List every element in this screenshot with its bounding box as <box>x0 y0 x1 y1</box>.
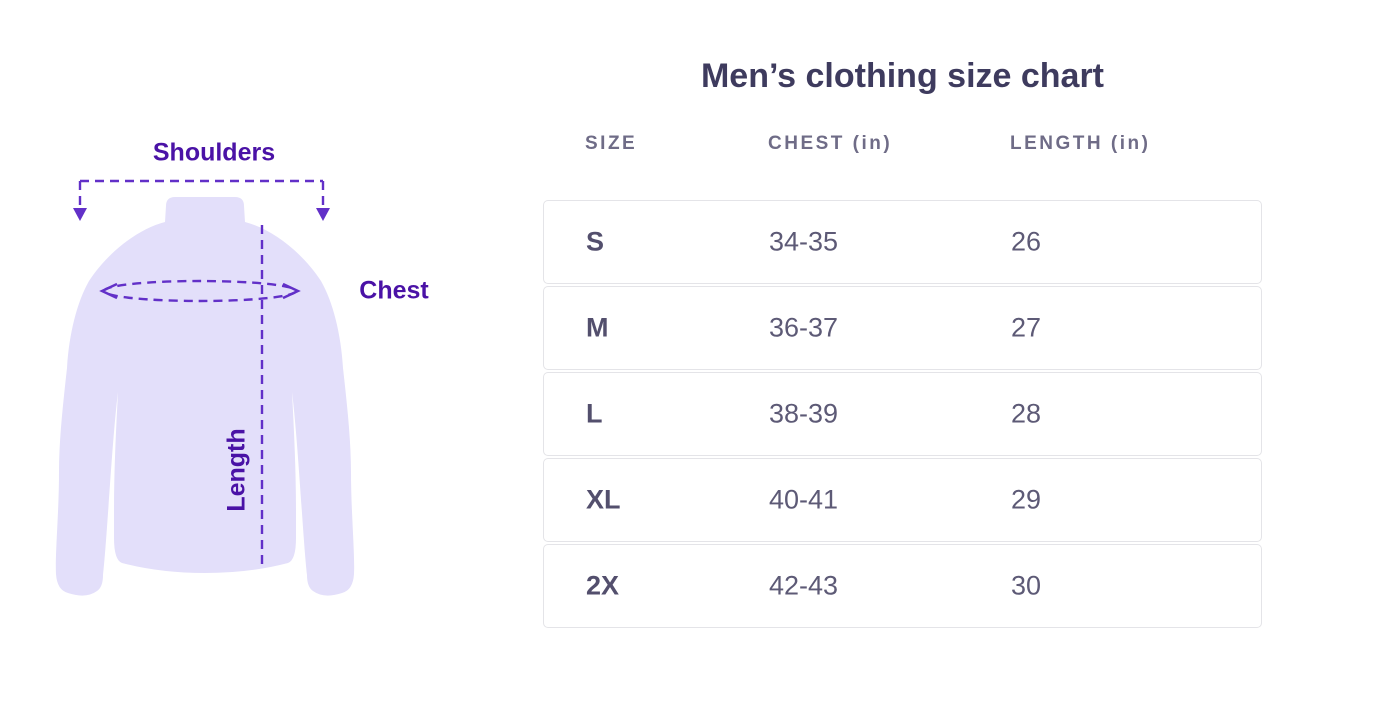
chest-cell: 34-35 <box>769 226 839 257</box>
size-table-body: S 34-35 26 M 36-37 27 L 38-39 28 XL 40-4… <box>543 200 1262 630</box>
arrow-down-icon <box>73 208 87 221</box>
length-cell: 27 <box>1011 312 1042 343</box>
size-cell: 2X <box>586 570 620 601</box>
shirt-shape <box>55 197 355 596</box>
length-label: Length <box>222 428 251 512</box>
length-cell: 28 <box>1011 398 1042 429</box>
length-cell: 30 <box>1011 570 1042 601</box>
table-row: XL 40-41 29 <box>543 458 1262 542</box>
column-header-chest: CHEST (in) <box>768 133 893 154</box>
column-header-length: LENGTH (in) <box>1010 133 1151 154</box>
chest-cell: 36-37 <box>769 312 839 343</box>
size-cell: XL <box>586 484 621 515</box>
shoulders-label: Shoulders <box>152 138 276 167</box>
chest-cell: 38-39 <box>769 398 839 429</box>
table-row: 2X 42-43 30 <box>543 544 1262 628</box>
arrow-left-icon <box>99 282 118 300</box>
table-header: SIZE CHEST (in) LENGTH (in) <box>543 133 1262 163</box>
table-row: L 38-39 28 <box>543 372 1262 456</box>
shirt-graphic <box>55 179 355 596</box>
table-row: M 36-37 27 <box>543 286 1262 370</box>
chest-label: Chest <box>359 276 429 305</box>
chest-measure-ellipse <box>99 279 301 303</box>
shirt-illustration: Shoulders Chest Length <box>30 110 470 630</box>
size-table-section: Men’s clothing size chart SIZE CHEST (in… <box>543 0 1262 703</box>
size-cell: S <box>586 226 605 257</box>
length-cell: 29 <box>1011 484 1042 515</box>
chest-cell: 42-43 <box>769 570 839 601</box>
arrow-right-icon <box>282 282 301 300</box>
table-row: S 34-35 26 <box>543 200 1262 284</box>
chest-cell: 40-41 <box>769 484 839 515</box>
column-header-size: SIZE <box>585 133 638 154</box>
length-cell: 26 <box>1011 226 1042 257</box>
shoulders-measure-line <box>73 179 330 221</box>
page-title: Men’s clothing size chart <box>700 57 1105 95</box>
size-cell: L <box>586 398 603 429</box>
arrow-down-icon <box>316 208 330 221</box>
size-cell: M <box>586 312 609 343</box>
